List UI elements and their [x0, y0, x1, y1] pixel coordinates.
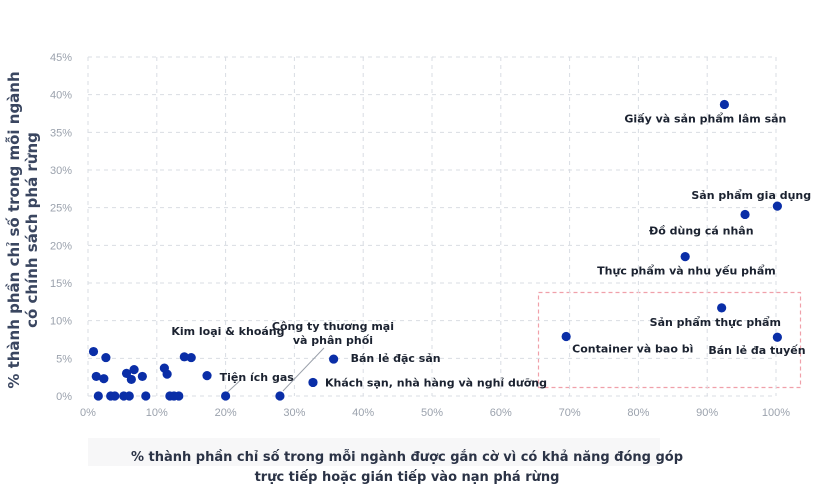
y-tick-label: 10% [50, 316, 72, 328]
point-labels: Giấy và sản phẩm lâm sản Sản phẩm gia dụn… [171, 112, 811, 389]
x-axis-title-line-2: trực tiếp hoặc gián tiếp vào nạn phá rừn… [255, 470, 560, 485]
y-tick-label: 0% [56, 391, 72, 403]
data-point [160, 364, 169, 373]
y-tick-label: 15% [50, 278, 72, 290]
data-point [94, 391, 103, 400]
x-tick-label: 70% [559, 407, 581, 419]
data-point [720, 100, 729, 109]
x-tick-label: 80% [627, 407, 649, 419]
x-tick-label: 10% [146, 407, 168, 419]
leader-line [283, 348, 324, 391]
data-point [141, 391, 150, 400]
point-label: Sản phẩm thực phẩm [650, 316, 781, 329]
y-axis-title: % thành phần chỉ số trong mỗi ngành có c… [4, 71, 41, 388]
data-point [740, 210, 749, 219]
point-label: Container và bao bì [572, 342, 693, 355]
highlight-box [539, 293, 801, 388]
data-point [122, 369, 131, 378]
point-label: Thực phẩm và nhu yếu phẩm [597, 265, 776, 278]
data-point [92, 372, 101, 381]
scatter-chart: 0% 5% 10% 15% 20% 25% 30% 35% 40% 45% 0% 10% 20% 30% 4… [0, 0, 813, 500]
data-point [329, 354, 338, 363]
data-point [202, 371, 211, 380]
point-label: Bán lẻ đa tuyến [708, 344, 805, 357]
point-label: Khách sạn, nhà hàng và nghỉ dưỡng [325, 376, 547, 389]
y-tick-label: 25% [50, 203, 72, 215]
chart-canvas: 0% 5% 10% 15% 20% 25% 30% 35% 40% 45% 0% 10% 20% 30% 4… [0, 0, 813, 500]
data-point [106, 391, 115, 400]
point-label: Sản phẩm gia dụng [691, 189, 811, 202]
data-point [562, 332, 571, 341]
point-label: Đồ dùng cá nhân [649, 224, 754, 237]
x-tick-label: 30% [283, 407, 305, 419]
y-tick-label: 20% [50, 240, 72, 252]
x-tick-label: 90% [696, 407, 718, 419]
data-point [717, 303, 726, 312]
x-tick-label: 40% [352, 407, 374, 419]
y-tick-label: 45% [50, 52, 72, 64]
point-label: Giấy và sản phẩm lâm sản [624, 112, 786, 125]
data-point [180, 352, 189, 361]
data-point [221, 391, 230, 400]
y-tick-label: 5% [56, 353, 72, 365]
data-point [165, 391, 174, 400]
data-point [89, 347, 98, 356]
y-tick-label: 30% [50, 165, 72, 177]
y-axis-title-line-1: % thành phần chỉ số trong mỗi ngành [4, 71, 23, 388]
annotation-label: Tiện ích gas [220, 371, 295, 384]
x-tick-label: 100% [762, 407, 790, 419]
x-tick-label: 60% [490, 407, 512, 419]
x-axis-title-line-1: % thành phần chỉ số trong mỗi ngành được… [131, 450, 683, 465]
data-point [773, 333, 782, 342]
y-axis-title-line-2: có chính sách phá rừng [23, 132, 41, 328]
data-point [275, 391, 284, 400]
data-point [119, 391, 128, 400]
y-tick-label: 35% [50, 127, 72, 139]
annotation-label: Công ty thương mại [272, 320, 394, 333]
data-point [101, 353, 110, 362]
data-point [308, 378, 317, 387]
data-point [138, 372, 147, 381]
y-tick-label: 40% [50, 90, 72, 102]
data-point [681, 252, 690, 261]
point-label: Bán lẻ đặc sản [351, 352, 441, 365]
point-label: Kim loại & khoáng [171, 325, 284, 338]
annotation-label: và phân phối [293, 334, 373, 347]
data-point [773, 202, 782, 211]
x-tick-label: 0% [80, 407, 96, 419]
x-tick-label: 20% [215, 407, 237, 419]
x-tick-label: 50% [421, 407, 443, 419]
